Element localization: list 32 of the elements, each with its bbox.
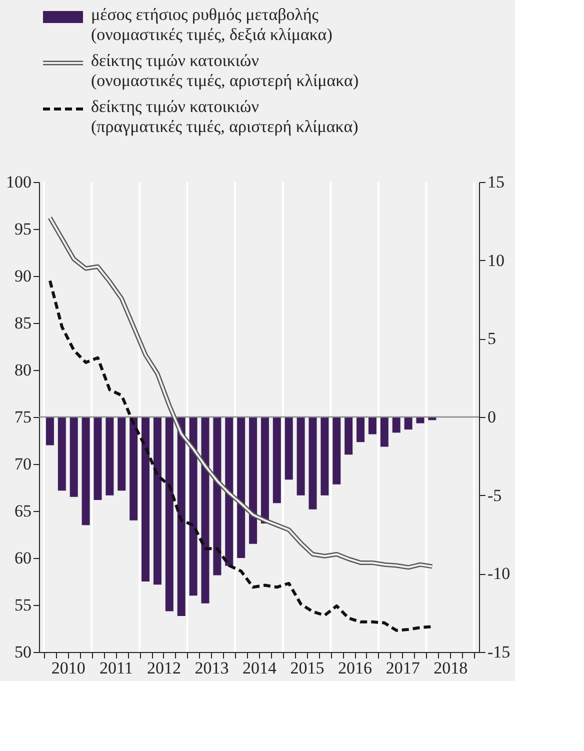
- y2-tick-label: -5: [488, 486, 502, 505]
- legend-label: μέσος ετήσιος ρυθμός μεταβολής (ονομαστικές τιμές, δεξιά κλίμακα): [91, 5, 332, 44]
- y2-tick-label: 5: [488, 329, 496, 348]
- y-tick-label: 50: [14, 642, 32, 662]
- x-tick-label: 2010: [51, 658, 86, 678]
- legend-label: δείκτης τιμών κατοικιών (πραγματικές τιμές, αριστερή κλίμακα): [91, 97, 358, 136]
- x-tick-label: 2013: [194, 658, 229, 678]
- y-tick-label: 75: [14, 408, 32, 426]
- y-tick-label: 90: [14, 266, 32, 286]
- y2-tick-label: 10: [488, 250, 504, 270]
- y-tick-label: 80: [14, 360, 32, 380]
- x-tick-label: 2012: [146, 658, 181, 678]
- x-tick-label: 2015: [290, 658, 324, 678]
- x-tick-label: 2016: [338, 658, 372, 678]
- y-tick-label: 85: [14, 314, 32, 332]
- y-tick-label: 55: [14, 596, 32, 614]
- y2-tick-label: 15: [488, 172, 504, 192]
- y2-tick-label: -15: [488, 642, 510, 662]
- x-tick-label: 2011: [99, 658, 133, 678]
- x-tick-label: 2018: [434, 658, 468, 678]
- y-tick-label: 60: [14, 548, 32, 568]
- y-tick-label: 65: [14, 502, 32, 520]
- y2-tick-label: -10: [488, 564, 510, 584]
- x-tick-label: 2017: [386, 658, 420, 678]
- line-series: [48, 215, 434, 570]
- y-tick-label: 100: [6, 172, 32, 192]
- y2-tick-label: 0: [488, 408, 496, 426]
- y-tick-label: 95: [14, 220, 32, 238]
- x-tick-label: 2014: [242, 658, 277, 678]
- legend-label: δείκτης τιμών κατοικιών (ονομαστικές τιμές, αριστερή κλίμακα): [91, 51, 359, 90]
- y-tick-label: 70: [14, 454, 32, 474]
- line-series: [48, 279, 434, 632]
